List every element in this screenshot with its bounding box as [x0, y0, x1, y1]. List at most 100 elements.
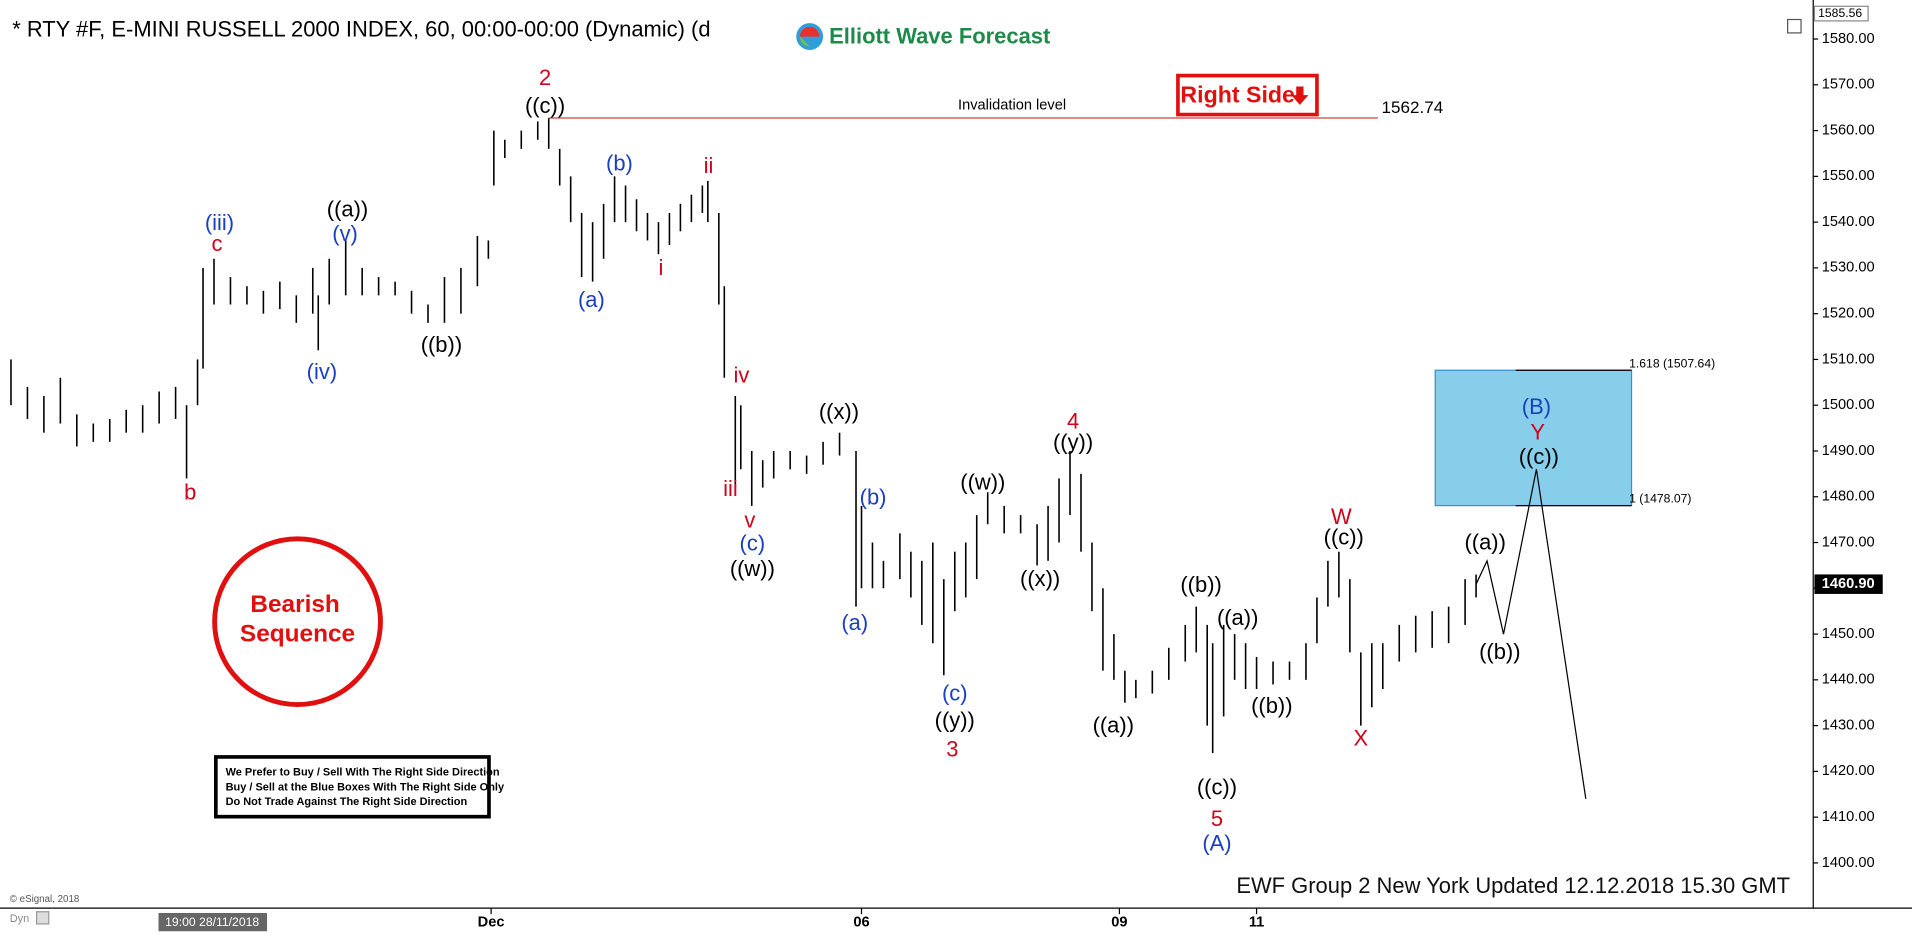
wave-label: ((a)): [1464, 529, 1505, 554]
wave-label: (b): [860, 484, 887, 509]
logo: Elliott Wave Forecast: [796, 23, 1051, 50]
x-tick-label: 09: [1111, 915, 1127, 931]
wave-label: ii: [704, 153, 714, 178]
wave-label: i: [658, 255, 663, 280]
y-tick-label: 1510.00: [1822, 351, 1875, 367]
wave-label: W: [1331, 504, 1352, 529]
y-tick-label: 1550.00: [1822, 168, 1875, 184]
x-tick-label: 11: [1249, 915, 1264, 931]
wave-label: 5: [1211, 806, 1223, 831]
wave-label: ((a)): [327, 197, 368, 222]
bearish-badge: Bearish Sequence: [212, 536, 383, 707]
logo-text: Elliott Wave Forecast: [829, 24, 1051, 49]
wave-label: ((b)): [1180, 572, 1221, 597]
wave-label: (iv): [307, 359, 337, 384]
y-tick-label: 1560.00: [1822, 122, 1875, 138]
bearish-circle: [212, 536, 383, 707]
y-tick-label: 1490.00: [1822, 443, 1875, 459]
wave-label: ((c)): [525, 93, 565, 118]
wave-label: ((b)): [1479, 639, 1520, 664]
wave-label: X: [1354, 726, 1369, 751]
wave-label: ((a)): [1217, 605, 1258, 630]
bearish-text: Sequence: [240, 620, 355, 647]
wave-label: iii: [723, 476, 738, 501]
y-tick-label: 1450.00: [1822, 626, 1875, 642]
notice-box: We Prefer to Buy / Sell With The Right S…: [214, 755, 505, 819]
wave-label: 2: [539, 65, 551, 90]
wave-label: ((c)): [1519, 444, 1559, 469]
wave-label: 3: [946, 737, 958, 762]
cursor-time: 19:00 28/11/2018: [165, 915, 259, 929]
wave-label: ((x)): [1020, 566, 1060, 591]
wave-label: (c): [942, 681, 968, 706]
wave-label: ((a)): [1093, 712, 1134, 737]
y-tick-label: 1480.00: [1822, 489, 1875, 505]
y-tick-label: 1410.00: [1822, 809, 1875, 825]
cursor-time-box: [158, 912, 268, 932]
y-tick-label: 1420.00: [1822, 763, 1875, 779]
wave-label: (B): [1522, 394, 1551, 419]
wave-label: ((b)): [421, 332, 462, 357]
wave-label: (a): [841, 610, 868, 635]
wave-label: iv: [733, 362, 749, 387]
right-side-badge: Right Side: [1176, 73, 1319, 117]
badge-text: Right Side: [1180, 81, 1295, 107]
projection-line: [1475, 469, 1587, 799]
wave-label: ((b)): [1251, 693, 1292, 718]
y-tick-label: 1570.00: [1822, 77, 1875, 93]
wave-label: v: [744, 507, 755, 532]
window-button[interactable]: [1787, 18, 1802, 34]
y-tick-label: 1430.00: [1822, 717, 1875, 733]
y-tick-label: 1500.00: [1822, 397, 1875, 413]
wave-label: 4: [1067, 409, 1079, 434]
wave-label: ((c)): [1197, 774, 1237, 799]
wave-label: c: [212, 231, 223, 256]
badge-arrow: [1291, 86, 1309, 105]
y-tick-label: 1400.00: [1822, 855, 1875, 871]
bearish-text: Bearish: [250, 591, 339, 618]
y-tick-label: 1440.00: [1822, 672, 1875, 688]
invalidation-text: Invalidation level: [958, 98, 1066, 114]
logo-icon: [799, 26, 820, 37]
invalidation-label: 1562.74: [1382, 98, 1444, 117]
notice-line: Do Not Trade Against The Right Side Dire…: [226, 796, 468, 808]
wave-label: (v): [332, 221, 358, 246]
fib-label: 1 (1478.07): [1629, 492, 1691, 506]
wave-label: ((w)): [730, 556, 775, 581]
wave-label: (c): [740, 531, 766, 556]
footer: EWF Group 2 New York Updated 12.12.2018 …: [1236, 873, 1790, 898]
wave-label: b: [184, 479, 196, 504]
dyn-button[interactable]: [35, 911, 50, 925]
copyright: © eSignal, 2018: [10, 894, 80, 905]
dyn-label: Dyn: [10, 913, 30, 925]
chart-title: * RTY #F, E-MINI RUSSELL 2000 INDEX, 60,…: [12, 16, 710, 41]
wave-label: (a): [578, 287, 605, 312]
wave-label: ((w)): [960, 470, 1005, 495]
fib-label: 1.618 (1507.64): [1629, 356, 1715, 370]
logo-icon: [799, 36, 810, 47]
y-tick-label: 1520.00: [1822, 306, 1875, 322]
wave-label: ((x)): [819, 399, 859, 424]
top-price-box: [1813, 5, 1869, 22]
y-tick-label: 1530.00: [1822, 260, 1875, 276]
wave-label: (A): [1202, 831, 1231, 856]
x-tick-label: 06: [853, 915, 869, 931]
wave-label: Y: [1530, 420, 1545, 445]
wave-label: (iii): [205, 210, 234, 235]
notice-line: We Prefer to Buy / Sell With The Right S…: [226, 767, 500, 779]
last-price-box: [1814, 574, 1883, 594]
y-tick-label: 1540.00: [1822, 214, 1875, 230]
plot: 1400.00 1410.00 1420.00 1430.00 1440.00 1450.…: [10, 5, 1883, 931]
wave-label: ((c)): [1324, 525, 1364, 550]
wave-label: (b): [606, 150, 633, 175]
x-tick-label: Dec: [478, 915, 505, 931]
wave-label: ((y)): [935, 707, 975, 732]
last-price-label: 1460.90: [1822, 576, 1875, 592]
wave-label: ((y)): [1053, 429, 1093, 454]
notice-frame: [214, 755, 491, 819]
top-price-label: 1585.56: [1818, 6, 1862, 20]
y-tick-label: 1470.00: [1822, 534, 1875, 550]
y-tick-label: 1580.00: [1822, 31, 1875, 47]
